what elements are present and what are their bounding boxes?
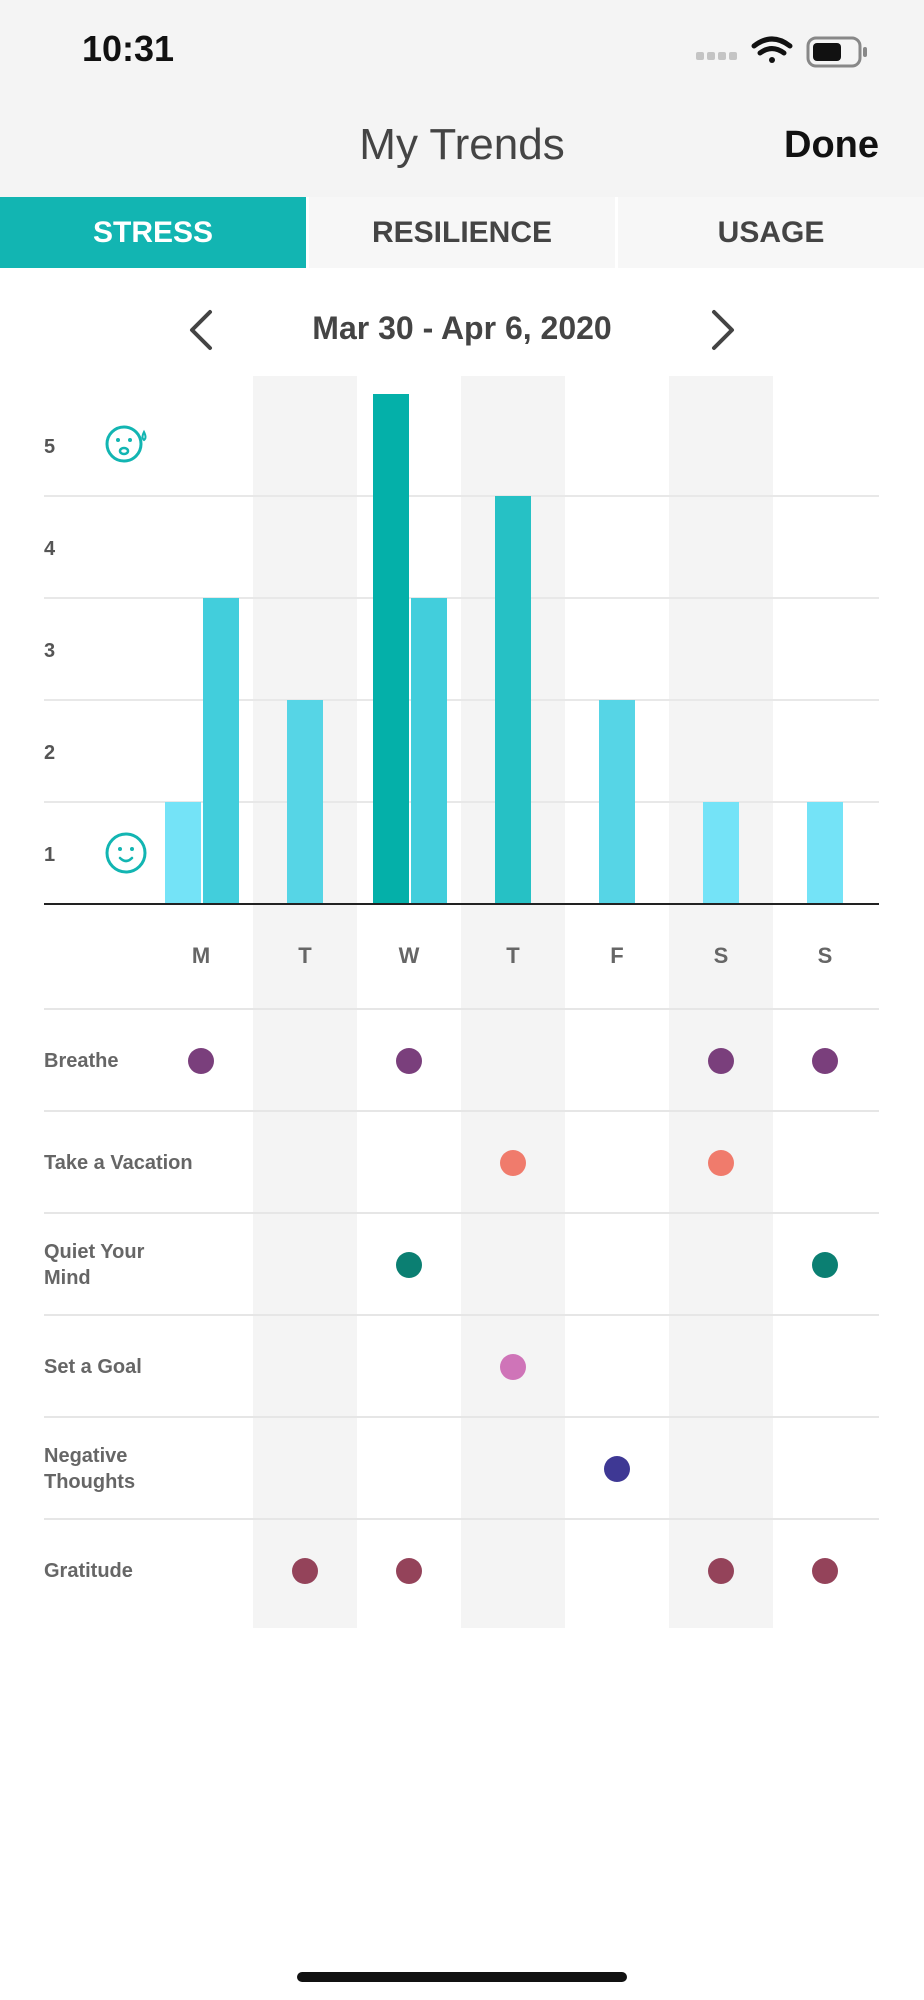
activity-dot[interactable]	[396, 1558, 422, 1584]
activity-label: Negative Thoughts	[44, 1418, 194, 1520]
stress-bar[interactable]	[703, 802, 739, 904]
activity-label: Breathe	[44, 1010, 194, 1112]
stress-bar[interactable]	[411, 598, 447, 904]
day-label: S	[714, 943, 729, 968]
day-label: T	[506, 943, 520, 968]
activity-label: Gratitude	[44, 1520, 194, 1622]
day-label: T	[298, 943, 312, 968]
tab-bar: STRESS RESILIENCE USAGE	[0, 197, 924, 268]
activity-dot[interactable]	[708, 1150, 734, 1176]
home-indicator	[297, 1972, 627, 1982]
activity-label: Take a Vacation	[44, 1112, 194, 1214]
battery-icon	[808, 38, 867, 66]
activity-row: Breathe	[44, 1008, 879, 1112]
activity-dot[interactable]	[604, 1456, 630, 1482]
activity-label: Set a Goal	[44, 1316, 194, 1418]
wifi-icon	[754, 39, 790, 63]
day-label: F	[610, 943, 623, 968]
stress-bar[interactable]	[203, 598, 239, 904]
stress-chart: 1 2 3 4 5 M T W T F S S	[0, 380, 924, 1008]
signal-icon	[696, 52, 737, 60]
activity-dot[interactable]	[708, 1048, 734, 1074]
stress-bar[interactable]	[287, 700, 323, 904]
y-tick-label: 3	[44, 640, 55, 662]
activity-grid: Breathe Take a Vacation Quiet Your Mind Set…	[0, 1008, 924, 1620]
activity-row: Negative Thoughts	[44, 1416, 879, 1520]
y-tick-label: 1	[44, 844, 55, 866]
y-tick-label: 4	[44, 538, 56, 560]
activity-dot[interactable]	[188, 1048, 214, 1074]
tab-resilience[interactable]: RESILIENCE	[306, 197, 615, 268]
activity-row: Set a Goal	[44, 1314, 879, 1418]
activity-dot[interactable]	[396, 1252, 422, 1278]
tab-usage[interactable]: USAGE	[615, 197, 924, 268]
y-tick-label: 2	[44, 742, 55, 764]
stress-bar[interactable]	[373, 394, 409, 904]
y-tick-label: 5	[44, 436, 55, 458]
day-label: S	[818, 943, 833, 968]
activity-dot[interactable]	[292, 1558, 318, 1584]
activity-dot[interactable]	[812, 1558, 838, 1584]
activity-dot[interactable]	[812, 1252, 838, 1278]
smiling-face-icon	[107, 834, 145, 872]
status-time: 10:31	[82, 28, 174, 70]
activity-dot[interactable]	[500, 1150, 526, 1176]
activity-dot[interactable]	[500, 1354, 526, 1380]
day-label: M	[192, 943, 210, 968]
status-icons	[684, 30, 884, 74]
activity-row: Quiet Your Mind	[44, 1212, 879, 1316]
stress-bar[interactable]	[165, 802, 201, 904]
done-button[interactable]: Done	[784, 124, 879, 167]
stress-bar[interactable]	[807, 802, 843, 904]
top-bar: 10:31 My Trends Done	[0, 0, 924, 197]
date-range-label: Mar 30 - Apr 6, 2020	[0, 310, 924, 347]
stress-bar[interactable]	[495, 496, 531, 904]
activity-dot[interactable]	[708, 1558, 734, 1584]
sweating-face-icon	[107, 427, 146, 461]
stress-bar[interactable]	[599, 700, 635, 904]
tab-stress[interactable]: STRESS	[0, 197, 306, 268]
activity-dot[interactable]	[812, 1048, 838, 1074]
activity-row: Gratitude	[44, 1518, 879, 1622]
chevron-right-icon[interactable]	[702, 306, 742, 354]
date-navigator: Mar 30 - Apr 6, 2020	[0, 300, 924, 360]
activity-label: Quiet Your Mind	[44, 1214, 194, 1316]
activity-row: Take a Vacation	[44, 1110, 879, 1214]
activity-dot[interactable]	[396, 1048, 422, 1074]
day-label: W	[399, 943, 420, 968]
